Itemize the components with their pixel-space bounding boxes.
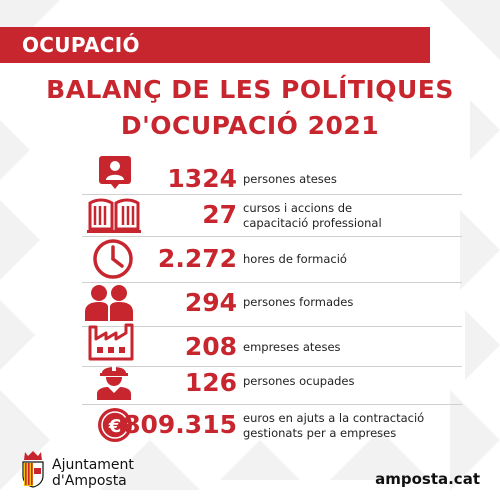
title-line-2: D'OCUPACIÓ 2021 [120, 111, 380, 140]
open-book-icon [87, 198, 141, 233]
people-icon [85, 285, 133, 321]
stat-value: 294 [184, 288, 237, 317]
row-divider [82, 236, 462, 237]
row-divider [82, 282, 462, 283]
svg-text:€: € [108, 416, 122, 437]
stat-description: cursos i accions de [243, 201, 353, 215]
organization-name-line-2: d'Amposta [52, 473, 127, 489]
stat-row-persons-trained: 294 persones formades [0, 283, 500, 325]
row-divider [82, 366, 462, 367]
stat-description: persones ateses [243, 172, 337, 186]
stat-description: hores de formació [243, 252, 347, 266]
stat-row-euros-aid: € 809.315 euros en ajuts a la contractac… [0, 403, 500, 447]
banner-label: OCUPACIÓ [22, 33, 140, 57]
stat-value: 126 [184, 368, 237, 397]
stat-value: 208 [184, 332, 237, 361]
stat-description-line-2: capacitació professional [243, 216, 382, 230]
factory-icon [88, 323, 134, 361]
stat-value: 27 [202, 200, 237, 229]
row-divider [82, 194, 462, 195]
title-line-1: BALANÇ DE LES POLÍTIQUES [46, 75, 454, 104]
stat-description-line-2: gestionats per a empreses [243, 426, 397, 440]
section-banner: OCUPACIÓ [0, 27, 430, 63]
row-divider [82, 404, 462, 405]
euro-coin-icon: € [98, 408, 132, 442]
clock-icon [93, 239, 133, 279]
row-divider [82, 326, 462, 327]
stat-value: 1324 [167, 164, 237, 193]
page-title: BALANÇ DE LES POLÍTIQUES D'OCUPACIÓ 2021 [20, 72, 480, 144]
person-id-icon [99, 156, 131, 189]
stat-description: empreses ateses [243, 340, 341, 354]
stat-value: 809.315 [123, 410, 237, 439]
stat-row-persons-employed: 126 persones ocupades [0, 359, 500, 403]
stat-row-persons-attended: 1324 persones ateses [0, 150, 500, 194]
website-url: amposta.cat [375, 470, 480, 488]
stat-description: persones ocupades [243, 374, 355, 388]
stat-description: euros en ajuts a la contractació [243, 411, 425, 425]
amposta-coat-of-arms-logo [22, 451, 44, 488]
stat-row-companies-attended: 208 empreses ateses [0, 321, 500, 365]
stat-row-training-hours: 2.272 hores de formació [0, 237, 500, 281]
stat-description: persones formades [243, 295, 354, 309]
organization-name-line-1: Ajuntament [52, 457, 134, 473]
organization-name: Ajuntament d'Amposta [52, 457, 134, 489]
worker-icon [97, 365, 131, 400]
stat-row-courses: 27 cursos i accions de capacitació profe… [0, 195, 500, 235]
stat-value: 2.272 [157, 244, 237, 273]
